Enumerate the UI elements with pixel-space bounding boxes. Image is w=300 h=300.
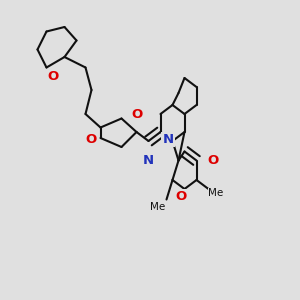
Text: O: O <box>86 133 97 146</box>
Text: N: N <box>162 133 174 146</box>
Text: O: O <box>131 107 142 121</box>
Text: Me: Me <box>150 202 165 212</box>
Text: O: O <box>207 154 219 167</box>
Text: N: N <box>143 154 154 167</box>
Text: O: O <box>176 190 187 203</box>
Text: O: O <box>47 70 58 83</box>
Text: Me: Me <box>208 188 224 199</box>
